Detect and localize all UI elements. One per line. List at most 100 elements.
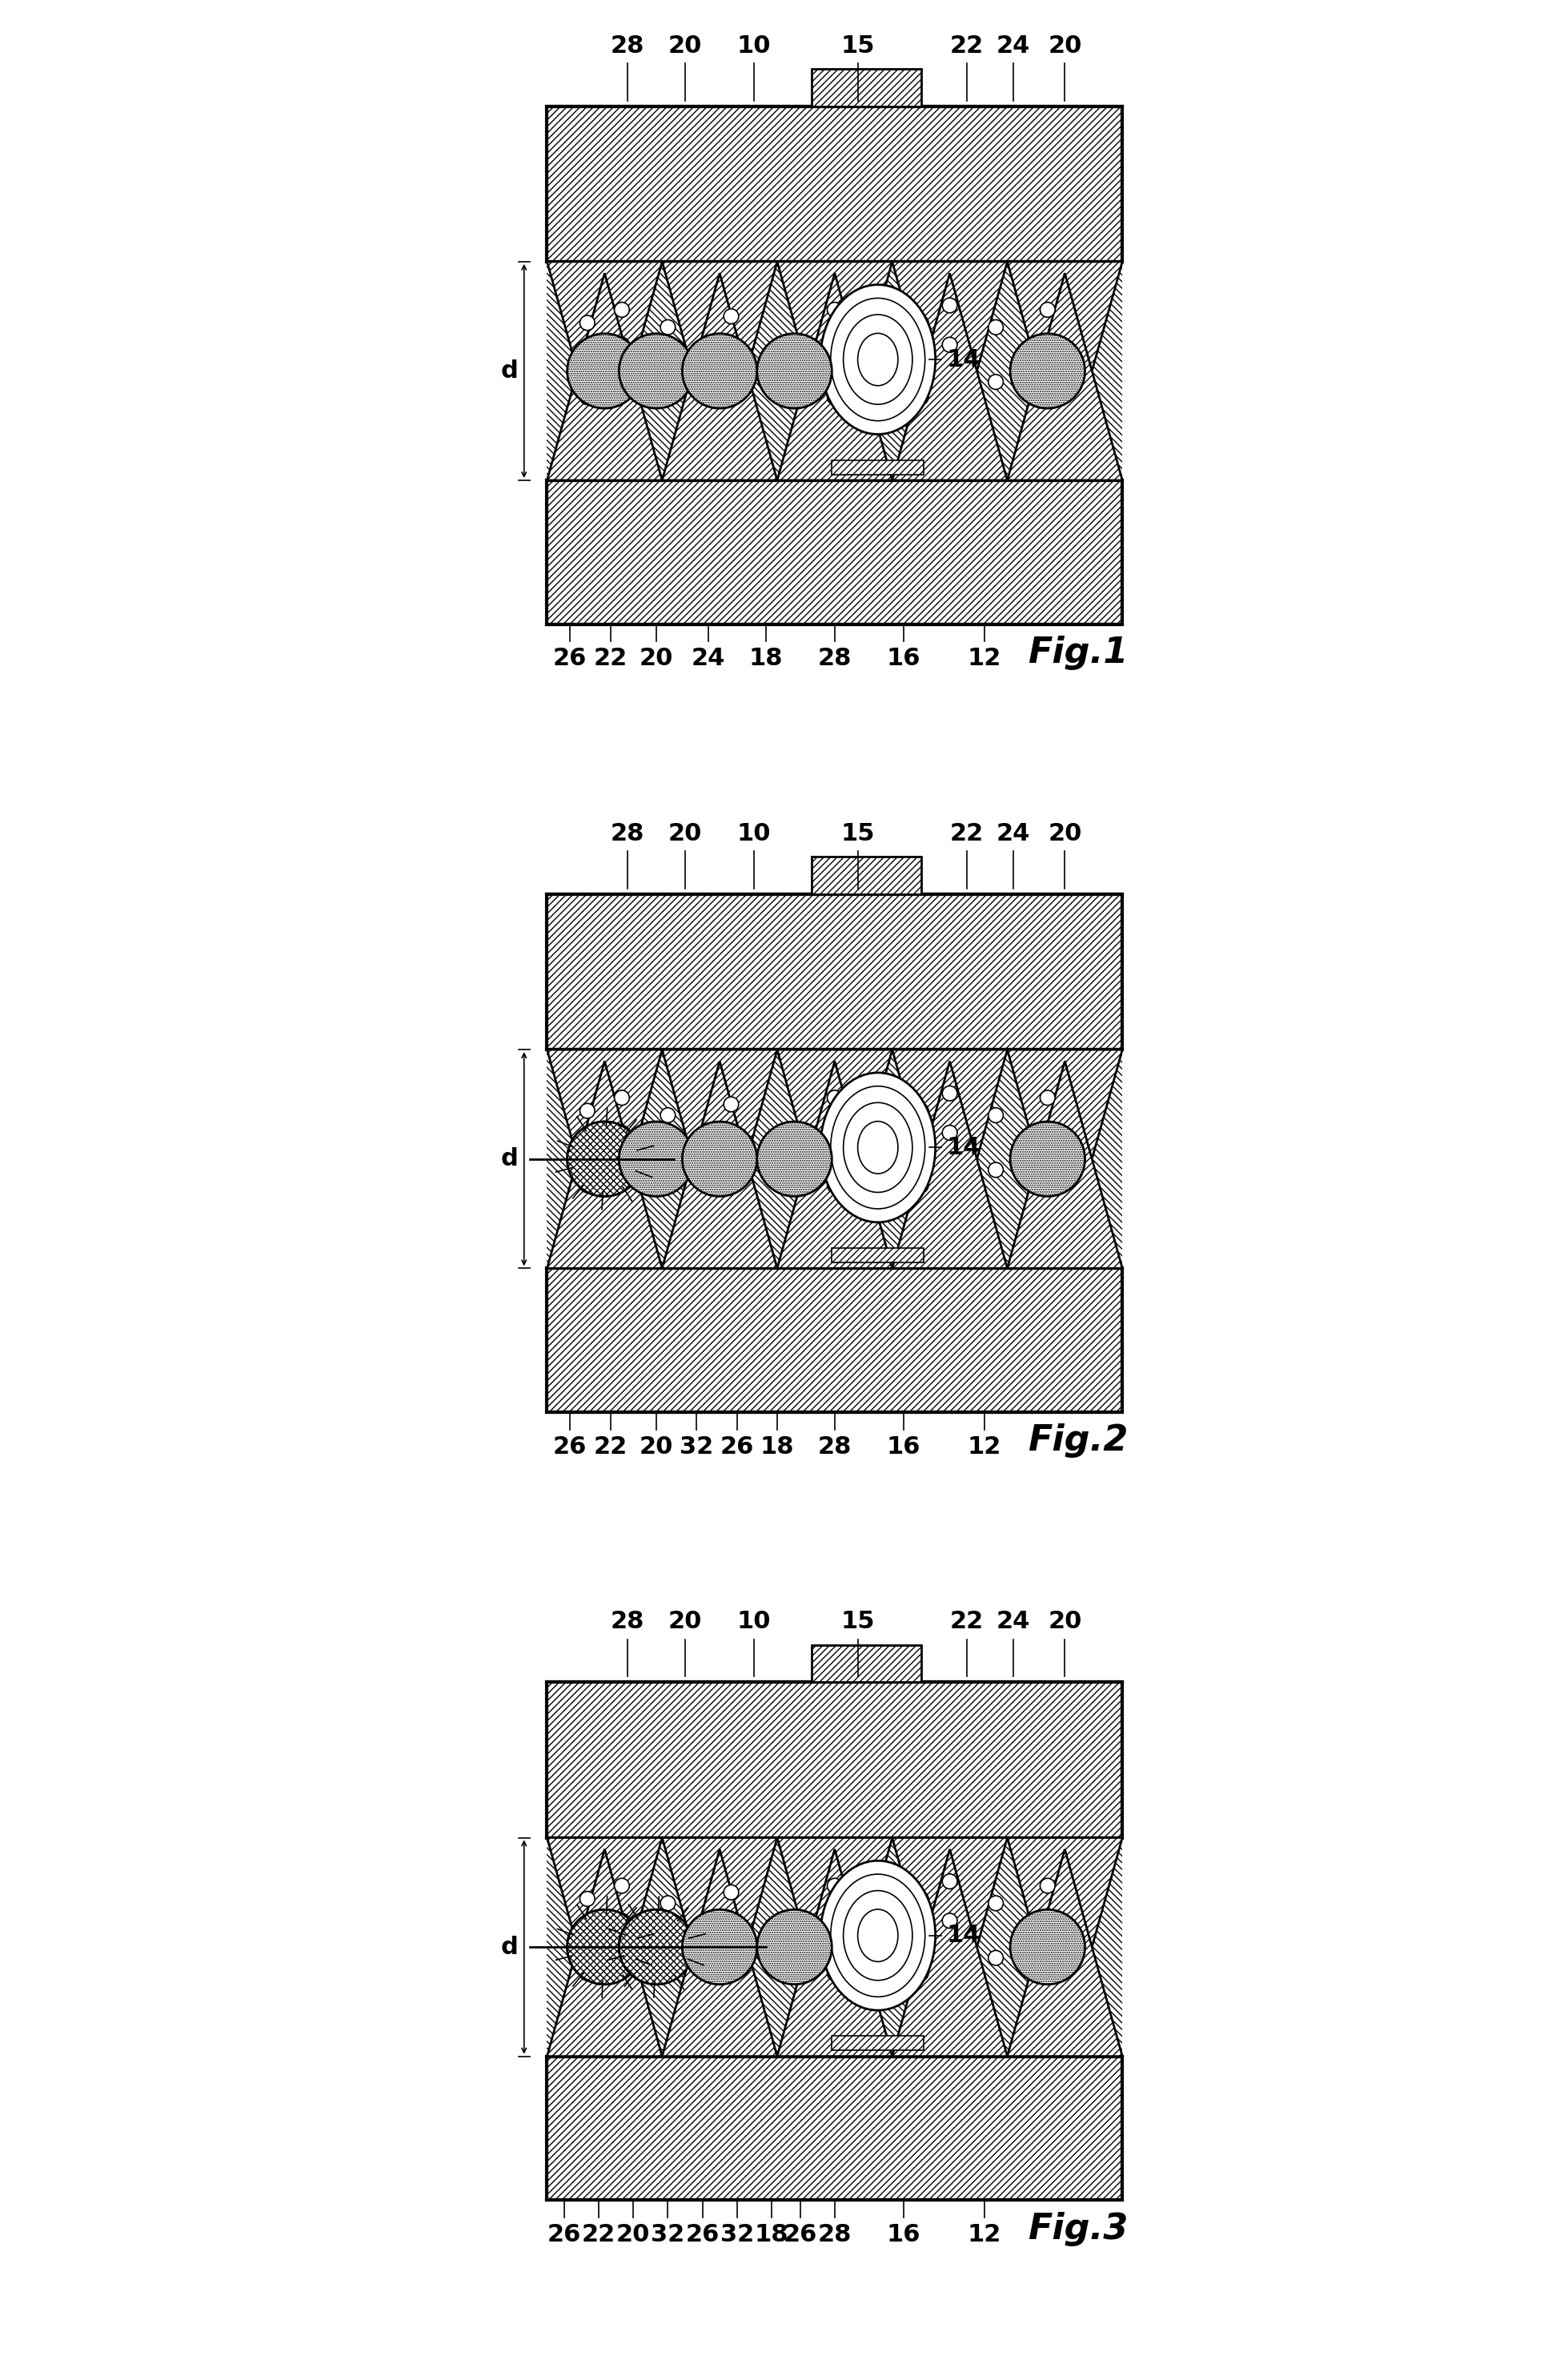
Circle shape [615, 1090, 629, 1106]
Circle shape [619, 1121, 693, 1196]
Text: 10: 10 [737, 33, 771, 57]
Polygon shape [662, 1837, 778, 2045]
Circle shape [615, 1125, 629, 1139]
Text: Fig.2: Fig.2 [1027, 1423, 1127, 1459]
Text: 22: 22 [950, 823, 985, 846]
Polygon shape [547, 274, 662, 480]
Circle shape [757, 1910, 833, 1983]
Circle shape [1040, 1967, 1055, 1981]
Polygon shape [547, 1849, 662, 2057]
Circle shape [942, 1875, 956, 1889]
Polygon shape [778, 274, 892, 480]
Text: 16: 16 [887, 2222, 920, 2246]
Circle shape [615, 1163, 629, 1177]
Polygon shape [1007, 1061, 1123, 1269]
Polygon shape [547, 262, 662, 468]
Circle shape [1010, 1910, 1085, 1983]
Text: 26: 26 [554, 648, 586, 671]
Circle shape [682, 1910, 757, 1983]
Polygon shape [1007, 262, 1123, 468]
Circle shape [615, 1879, 629, 1894]
Circle shape [619, 333, 693, 409]
Polygon shape [662, 274, 778, 480]
Text: 32: 32 [651, 2222, 685, 2246]
Text: 22: 22 [593, 648, 627, 671]
Text: 18: 18 [760, 1435, 793, 1459]
Polygon shape [662, 1849, 778, 2057]
Text: 18: 18 [754, 2222, 789, 2246]
Polygon shape [778, 262, 892, 468]
Text: 24: 24 [691, 648, 724, 671]
Polygon shape [892, 1837, 1007, 2045]
Text: 12: 12 [967, 648, 1002, 671]
Polygon shape [1007, 1849, 1123, 2057]
FancyBboxPatch shape [833, 1248, 924, 1262]
Circle shape [724, 1139, 739, 1156]
Text: 15: 15 [840, 823, 875, 846]
Text: 28: 28 [610, 33, 644, 57]
Text: 15: 15 [840, 33, 875, 57]
Text: 28: 28 [610, 1610, 644, 1634]
Polygon shape [778, 1050, 892, 1258]
Circle shape [568, 1910, 641, 1983]
Text: 14: 14 [947, 1924, 982, 1948]
Circle shape [724, 390, 739, 404]
Circle shape [615, 338, 629, 352]
Circle shape [828, 1090, 842, 1106]
Text: 22: 22 [950, 1610, 985, 1634]
FancyBboxPatch shape [547, 1837, 1123, 2057]
Text: 20: 20 [640, 648, 673, 671]
Circle shape [942, 1125, 956, 1139]
FancyBboxPatch shape [547, 1683, 1123, 1837]
Text: d: d [500, 359, 519, 383]
Circle shape [988, 1950, 1004, 1964]
Circle shape [942, 1085, 956, 1102]
FancyBboxPatch shape [547, 894, 1123, 1050]
Circle shape [942, 1912, 956, 1929]
Circle shape [914, 390, 928, 404]
Circle shape [580, 1104, 594, 1118]
Text: 22: 22 [950, 33, 985, 57]
Text: 20: 20 [668, 1610, 702, 1634]
Polygon shape [1007, 274, 1123, 480]
Text: 22: 22 [593, 1435, 627, 1459]
Text: 32: 32 [681, 1435, 713, 1459]
Circle shape [1010, 333, 1085, 409]
Ellipse shape [820, 1860, 936, 2009]
Circle shape [914, 1929, 928, 1943]
Circle shape [1040, 1879, 1055, 1894]
Text: 18: 18 [748, 648, 782, 671]
Polygon shape [547, 1837, 662, 2045]
Circle shape [619, 1910, 693, 1983]
Polygon shape [778, 1837, 892, 2045]
Circle shape [724, 310, 739, 324]
Circle shape [828, 303, 842, 317]
Polygon shape [1007, 1837, 1123, 2045]
FancyBboxPatch shape [547, 1683, 1123, 2201]
Polygon shape [662, 1050, 778, 1258]
Circle shape [757, 333, 833, 409]
Ellipse shape [820, 1073, 936, 1222]
FancyBboxPatch shape [812, 1645, 920, 1683]
Circle shape [1010, 1121, 1085, 1196]
Text: 26: 26 [784, 2222, 817, 2246]
Polygon shape [662, 262, 778, 468]
Polygon shape [547, 1050, 662, 1258]
Circle shape [988, 319, 1004, 336]
Text: 32: 32 [720, 2222, 754, 2246]
Text: 28: 28 [818, 2222, 851, 2246]
Circle shape [580, 314, 594, 331]
Circle shape [1040, 1090, 1055, 1106]
Circle shape [942, 298, 956, 312]
Circle shape [1040, 1139, 1055, 1156]
Circle shape [580, 1967, 594, 1981]
Text: 12: 12 [967, 2222, 1002, 2246]
Text: 10: 10 [737, 1610, 771, 1634]
FancyBboxPatch shape [833, 461, 924, 475]
Circle shape [988, 1109, 1004, 1123]
Polygon shape [662, 1061, 778, 1269]
Text: 14: 14 [947, 1135, 982, 1158]
Circle shape [914, 1177, 928, 1194]
Circle shape [660, 1967, 676, 1981]
Circle shape [724, 352, 739, 366]
